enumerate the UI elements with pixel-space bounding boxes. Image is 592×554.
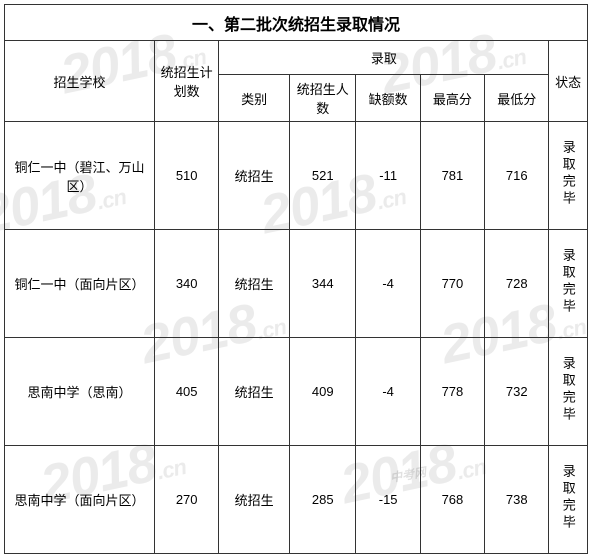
cell-status: 录取完毕 [549,230,588,338]
col-min: 最低分 [485,75,549,122]
status-text: 录取完毕 [559,464,578,532]
cell-gap: -15 [356,446,420,554]
cell-plan: 270 [155,446,219,554]
table-row: 思南中学（思南）405统招生409-4778732 录取完毕 [5,338,588,446]
cell-count: 521 [290,122,356,230]
cell-plan: 340 [155,230,219,338]
table-row: 铜仁一中（碧江、万山区）510统招生521-11781716 录取完毕 [5,122,588,230]
cell-min: 728 [485,230,549,338]
cell-status: 录取完毕 [549,446,588,554]
col-gap: 缺额数 [356,75,420,122]
cell-school: 思南中学（面向片区） [5,446,155,554]
header-row-1: 招生学校 统招生计划数 录取 状态 [5,41,588,75]
title-row: 一、第二批次统招生录取情况 [5,5,588,41]
status-text: 录取完毕 [559,140,578,208]
col-admit-group: 录取 [219,41,549,75]
cell-status: 录取完毕 [549,338,588,446]
cell-gap: -4 [356,230,420,338]
cell-school: 思南中学（思南） [5,338,155,446]
table-body: 铜仁一中（碧江、万山区）510统招生521-11781716录取完毕铜仁一中（面… [5,122,588,554]
cell-gap: -4 [356,338,420,446]
cell-school: 铜仁一中（面向片区） [5,230,155,338]
cell-status: 录取完毕 [549,122,588,230]
cell-count: 285 [290,446,356,554]
status-text: 录取完毕 [559,356,578,424]
col-type: 类别 [219,75,290,122]
status-text: 录取完毕 [559,248,578,316]
col-max: 最高分 [420,75,484,122]
col-status: 状态 [549,41,588,122]
cell-max: 781 [420,122,484,230]
table-title: 一、第二批次统招生录取情况 [5,5,588,41]
cell-count: 409 [290,338,356,446]
cell-min: 738 [485,446,549,554]
cell-type: 统招生 [219,230,290,338]
cell-type: 统招生 [219,338,290,446]
col-school: 招生学校 [5,41,155,122]
cell-max: 768 [420,446,484,554]
cell-gap: -11 [356,122,420,230]
cell-max: 778 [420,338,484,446]
col-plan: 统招生计划数 [155,41,219,122]
cell-min: 716 [485,122,549,230]
cell-max: 770 [420,230,484,338]
cell-school: 铜仁一中（碧江、万山区） [5,122,155,230]
cell-count: 344 [290,230,356,338]
cell-plan: 510 [155,122,219,230]
admission-table: 一、第二批次统招生录取情况 招生学校 统招生计划数 录取 状态 类别 统招生人数… [4,4,588,554]
cell-min: 732 [485,338,549,446]
table-row: 思南中学（面向片区）270统招生285-15768738 录取完毕 [5,446,588,554]
col-count: 统招生人数 [290,75,356,122]
cell-plan: 405 [155,338,219,446]
cell-type: 统招生 [219,446,290,554]
table-row: 铜仁一中（面向片区）340统招生344-4770728 录取完毕 [5,230,588,338]
cell-type: 统招生 [219,122,290,230]
